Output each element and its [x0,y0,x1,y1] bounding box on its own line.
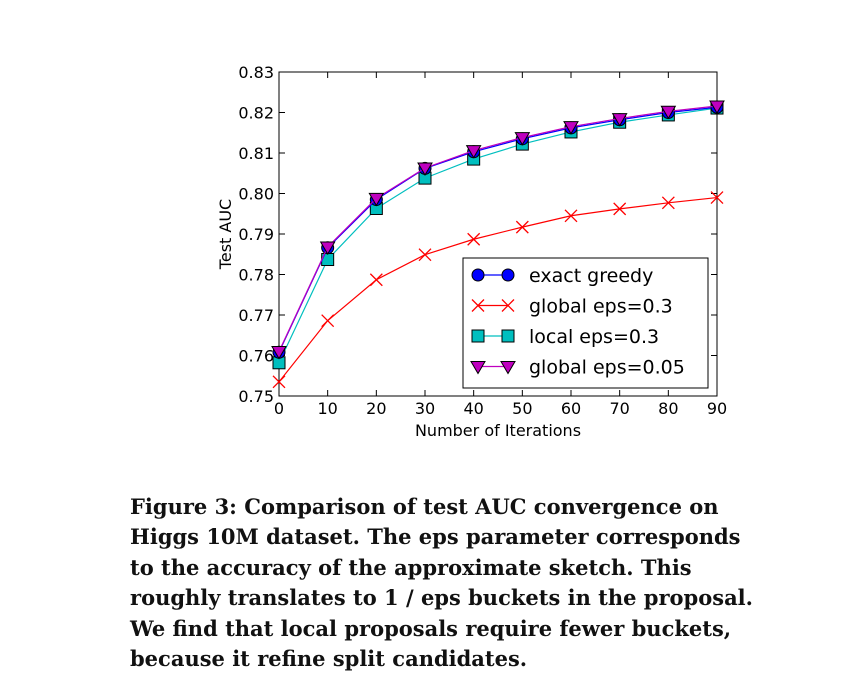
data-point-triangle [470,361,486,375]
caption-line: Figure 3: Comparison of test AUC converg… [130,494,719,519]
y-tick-label: 0.75 [238,387,274,406]
data-point-x [272,375,286,389]
series-line [278,107,718,364]
x-tick-label: 70 [609,399,629,418]
y-axis-title: Test AUC [216,199,235,270]
data-point-triangle [709,100,725,115]
caption-line: Higgs 10M dataset. The eps parameter cor… [130,524,741,550]
figure-caption: Figure 3: Comparison of test AUC converg… [130,492,818,674]
legend-label: local eps=0.3 [529,326,659,348]
auc-line-chart: 0 10 20 30 40 50 60 70 80 90 0.75 0.76 0.77 0.78 0.79 0… [216,63,727,440]
x-tick-label: 80 [658,399,678,418]
data-point-x [471,299,485,312]
caption-line: to the accuracy of the approximate sketc… [130,554,692,580]
y-tick-label: 0.78 [238,266,274,285]
x-axis-title: Number of Iterations [415,421,581,440]
data-point-x [321,314,335,328]
data-point-x [564,209,578,223]
x-tick-label: 60 [561,399,581,418]
data-point-x [661,196,675,210]
x-tick-label: 50 [512,399,532,418]
series-line [278,196,718,383]
y-tick-label: 0.82 [238,104,274,123]
data-point-circle [501,268,515,282]
y-tick-label: 0.76 [238,347,274,366]
caption-line: because it refine split candidates. [130,646,528,672]
data-point-x [515,220,529,234]
y-tick-label: 0.81 [238,144,274,163]
data-point-triangle [563,121,579,135]
data-point-x [501,299,515,312]
data-point-circle [471,268,485,282]
data-point-triangle [465,145,482,159]
series-global-eps-0-05 [271,100,725,360]
data-point-triangle [611,113,628,127]
x-tick-label: 40 [463,399,483,418]
data-point-square [471,329,485,343]
data-point-triangle [514,132,531,146]
series-global-eps-0-3 [272,191,724,389]
data-point-x [613,202,627,216]
data-point-x [467,232,481,246]
legend-label: global eps=0.05 [529,357,685,379]
data-point-triangle [368,192,385,207]
x-tick-label: 30 [415,399,435,418]
series-line [278,106,718,353]
x-tick-label: 10 [317,399,337,418]
caption-line: We find that local proposals require few… [130,615,732,641]
legend: exact greedy global eps=0.3 local eps=0.3 g… [462,257,709,389]
y-tick-label: 0.79 [238,225,274,244]
data-point-x [418,248,432,262]
data-point-x [369,273,383,287]
data-point-triangle [500,361,516,375]
data-point-x [710,191,724,205]
series-line [278,105,718,352]
data-point-triangle [271,345,287,360]
data-point-triangle [319,241,336,255]
data-point-triangle [417,162,433,176]
data-point-triangle [660,105,677,120]
caption-line: roughly translates to 1 / eps buckets in… [130,585,753,611]
data-point-square [501,329,515,343]
x-tick-label: 90 [707,399,727,418]
x-tick-label: 0 [274,399,284,418]
y-tick-label: 0.77 [238,306,274,325]
legend-label: global eps=0.3 [529,296,673,318]
y-tick-label: 0.80 [238,185,274,204]
legend-label: exact greedy [529,265,653,287]
y-tick-label: 0.83 [238,63,274,82]
x-tick-label: 20 [366,399,386,418]
